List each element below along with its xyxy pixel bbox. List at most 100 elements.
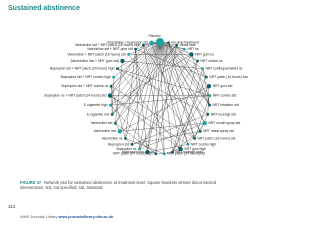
node-label: Varenicline std + NRT patch (24 hours) h… [75, 43, 141, 47]
node-label: NRT gum ns [195, 52, 214, 56]
edge [119, 86, 209, 132]
edge [112, 45, 177, 115]
edge [147, 42, 169, 153]
node-label: NRT lozenge std [211, 112, 236, 116]
node-label: Bupropion ns [117, 147, 137, 151]
node [202, 121, 207, 126]
edge [176, 45, 210, 106]
section-title: Sustained abstinence [8, 5, 80, 12]
edge [194, 95, 211, 139]
edge [117, 68, 181, 150]
node [113, 121, 117, 125]
node-label: NRT sublingual tablet ns [205, 67, 242, 71]
node-label: Varenicline ns [101, 136, 122, 140]
node [141, 43, 145, 47]
node [206, 112, 210, 116]
node-label: NRT ns [187, 47, 199, 51]
node [167, 41, 170, 45]
edge [135, 49, 148, 153]
node [116, 67, 119, 71]
edge [180, 68, 203, 150]
edge [172, 60, 198, 153]
node [189, 52, 194, 57]
edge [109, 95, 181, 150]
caption-text: Network plot for sustained abstinence at… [20, 180, 216, 191]
edge [159, 41, 208, 115]
figure-caption: FIGURE 37 Network plot for sustained abst… [20, 180, 220, 191]
edge [125, 138, 165, 154]
node [112, 75, 116, 79]
edge [115, 45, 177, 124]
node [110, 112, 114, 116]
node-label: NRT mouth spray std [208, 121, 240, 125]
edge [159, 41, 185, 50]
node [198, 129, 202, 133]
node [138, 147, 141, 151]
node-label: [Varenicline low + NRT gum std] [71, 59, 119, 63]
edge [159, 41, 173, 153]
node [149, 40, 154, 46]
edge [159, 41, 205, 124]
node-label: NRT patch (24 hours) std [167, 152, 205, 156]
edge [147, 41, 161, 153]
node [171, 150, 174, 154]
node-label: NRT combo high [191, 142, 216, 146]
node-label: NRT inhalator std [212, 103, 238, 107]
node [186, 142, 190, 146]
edge [159, 41, 203, 69]
node-label: Bupropion low [122, 150, 144, 154]
edge [110, 54, 192, 106]
edge [113, 41, 161, 78]
node [154, 152, 158, 156]
node [127, 53, 130, 56]
node-label: Varenicline + bupropion std [107, 41, 148, 45]
node [134, 47, 138, 51]
edge [110, 41, 161, 106]
edge [128, 41, 161, 55]
node-label: NRT patch (16 hours) low [209, 75, 248, 79]
edge [110, 86, 126, 139]
edge [115, 123, 156, 154]
node-label: NRT patch (16 hours) std [197, 136, 235, 140]
node-label: NRT gum high [184, 147, 206, 151]
edge [202, 68, 207, 78]
edge [119, 123, 205, 132]
node-label: E-cigarette high [84, 103, 108, 107]
edge [172, 131, 201, 153]
edge [159, 41, 189, 145]
edge [111, 41, 161, 87]
edge [139, 123, 205, 150]
node-label: Usual care [180, 43, 196, 47]
edge [139, 41, 161, 150]
node [109, 103, 112, 107]
page-number: 114 [8, 204, 16, 209]
node-label: Placebo [148, 34, 160, 38]
node [109, 84, 113, 88]
edge [159, 41, 209, 87]
edge [139, 54, 192, 150]
node [156, 38, 164, 46]
node-label: E-cigarette low [87, 112, 110, 116]
node [130, 142, 134, 146]
node [204, 75, 208, 79]
edge [143, 45, 201, 132]
edge [135, 48, 207, 78]
node-label: Bupropion ns + NRT patch (24 hours) std [45, 94, 107, 98]
edge [125, 49, 136, 139]
node [178, 146, 183, 152]
edge [115, 41, 161, 124]
edge [110, 42, 152, 87]
page: Sustained abstinence Placebo No drug trea… [8, 5, 249, 219]
edge [131, 114, 208, 145]
edge [109, 41, 161, 96]
node [145, 149, 150, 155]
node-label: Bupropion std + NRT choice ns [61, 84, 108, 88]
edge [155, 45, 177, 154]
edge [159, 41, 198, 62]
node [124, 137, 127, 140]
node-label: No drug treatment [171, 41, 198, 45]
node [208, 103, 211, 107]
node-label: Varenicline std [90, 121, 112, 125]
node [107, 93, 113, 98]
